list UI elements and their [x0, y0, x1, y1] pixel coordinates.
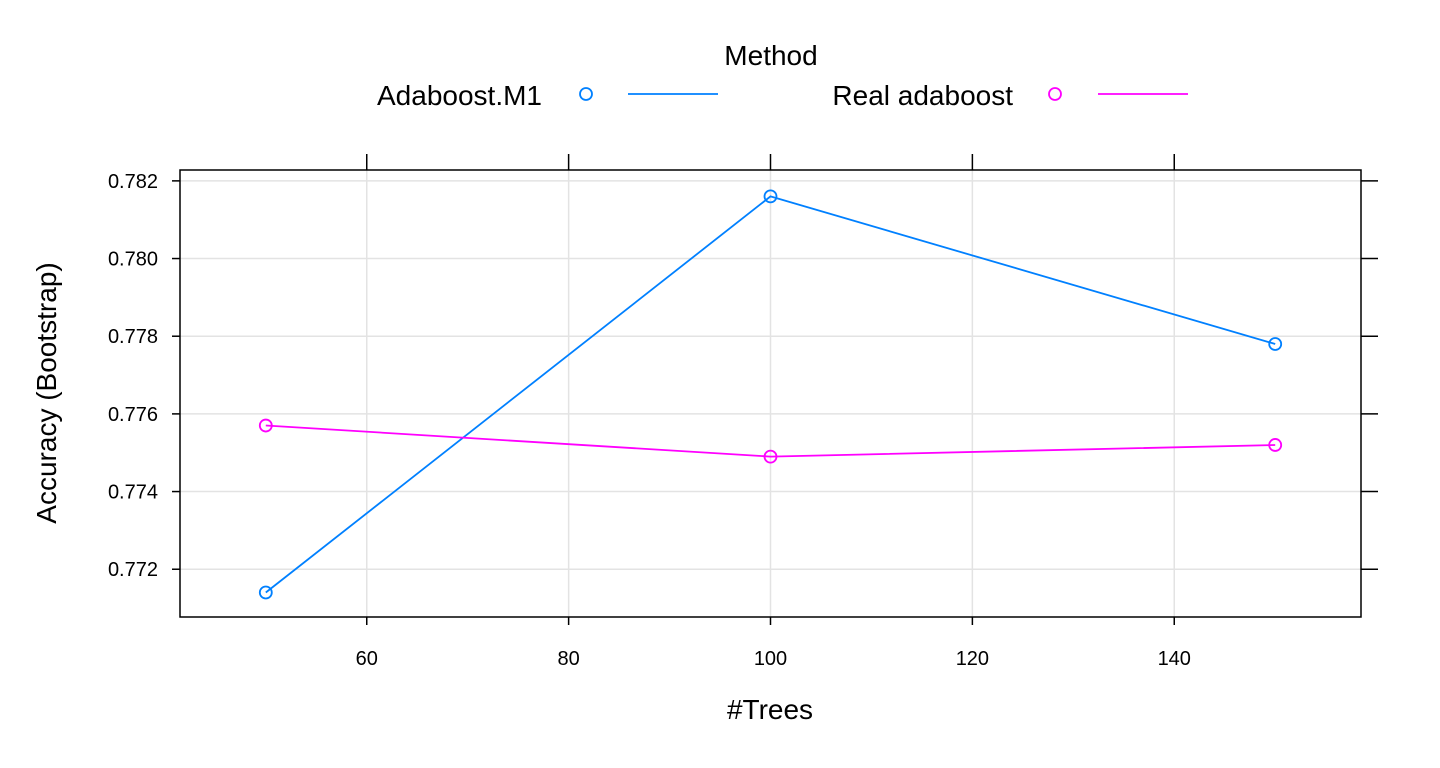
legend-item-adaboost-m1: Adaboost.M1 — [377, 80, 718, 111]
data-point-real-adaboost — [258, 418, 273, 433]
grid-lines — [180, 170, 1361, 617]
x-tick-label: 120 — [956, 648, 989, 670]
y-tick-label: 0.778 — [108, 326, 158, 348]
y-tick-label: 0.774 — [108, 482, 158, 504]
x-tick-label: 80 — [557, 648, 579, 670]
y-tick-label: 0.772 — [108, 559, 158, 581]
y-tick-label: 0.782 — [108, 171, 158, 193]
axis-ticks: 60 80 100 120 140 0.772 0.774 0.776 0.778 0.780 0.… — [108, 154, 1378, 670]
data-point-adaboost-m1 — [258, 585, 273, 600]
series-line-adaboost-m1 — [265, 195, 1276, 594]
legend-title: Method — [724, 40, 817, 71]
data-point-real-adaboost — [1268, 438, 1283, 452]
x-tick-label: 100 — [754, 648, 787, 670]
legend-marker-adaboost-m1 — [579, 87, 593, 101]
y-tick-label: 0.780 — [108, 249, 158, 271]
data-point-adaboost-m1 — [1268, 337, 1283, 351]
x-tick-label: 60 — [356, 648, 378, 670]
legend-label-adaboost-m1: Adaboost.M1 — [377, 80, 542, 111]
y-axis-title: Accuracy (Bootstrap) — [31, 262, 62, 523]
legend-item-real-adaboost: Real adaboost — [832, 80, 1188, 111]
legend-label-real-adaboost: Real adaboost — [832, 80, 1013, 111]
legend-marker-real-adaboost — [1048, 87, 1062, 101]
data-point-real-adaboost — [763, 449, 778, 464]
y-tick-label: 0.776 — [108, 404, 158, 426]
series-line-real-adaboost — [265, 424, 1276, 458]
series-layer — [258, 189, 1283, 600]
x-tick-label: 140 — [1158, 648, 1191, 670]
data-point-adaboost-m1 — [763, 189, 778, 204]
x-axis-title: #Trees — [727, 694, 813, 725]
